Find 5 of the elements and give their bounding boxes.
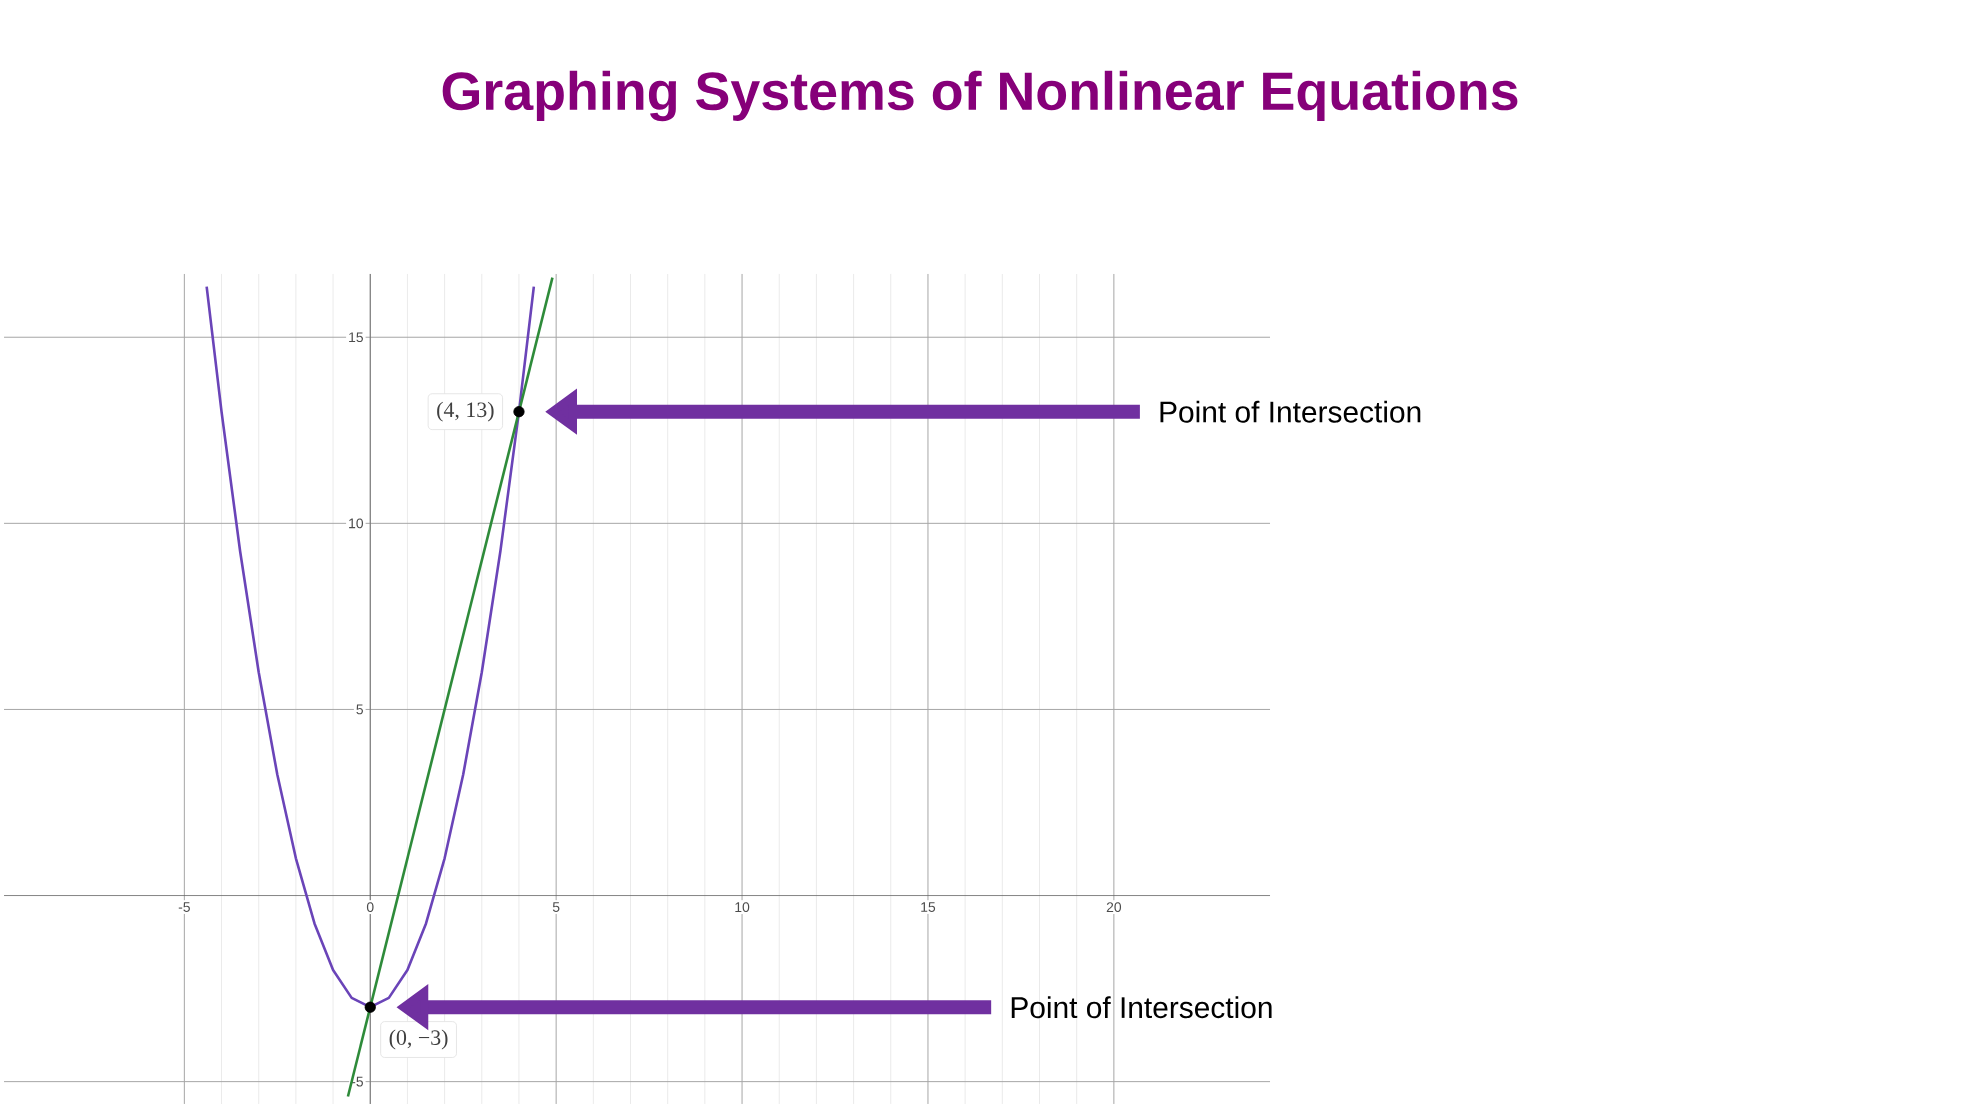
- chart-title: Graphing Systems of Nonlinear Equations: [442, 70, 1518, 122]
- data-label: (4, 13): [437, 401, 494, 422]
- annotation: Point of Intersection: [1011, 996, 1272, 1019]
- data-label: (0, −3): [389, 1029, 448, 1050]
- annotation: Point of Intersection: [1160, 400, 1421, 423]
